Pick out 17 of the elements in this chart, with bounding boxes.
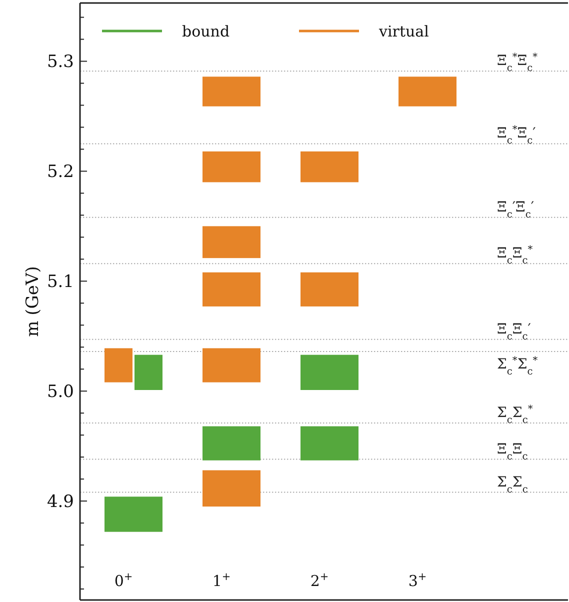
ref-line-label: Σ$_{c}$Σ$_{c}$ bbox=[497, 474, 528, 495]
x-tick-label: 1$^{+}$ bbox=[212, 571, 231, 590]
x-tick-label: 2$^{+}$ bbox=[310, 571, 329, 590]
y-axis-title: m (GeV) bbox=[23, 266, 43, 337]
x-tick-label: 0$^{+}$ bbox=[114, 571, 133, 590]
legend-label: virtual bbox=[378, 22, 430, 40]
ref-line-label: Ξ$_{c}$′Ξ$_{c}$′ bbox=[497, 199, 534, 220]
y-tick-label: 5.1 bbox=[46, 272, 74, 292]
legend-label: bound bbox=[182, 22, 230, 40]
ref-line-label: Ξ$_{c}$Ξ$_{c}$′ bbox=[497, 321, 531, 342]
ref-line-label: Ξ$_{c}$Ξ$_{c}$ bbox=[497, 441, 528, 462]
y-tick-label: 5.2 bbox=[46, 162, 74, 182]
y-tick-label: 5.3 bbox=[46, 52, 74, 72]
x-tick-label: 3$^{+}$ bbox=[408, 571, 427, 590]
y-tick-label: 4.9 bbox=[46, 492, 74, 512]
ref-line-label: Ξ$_{c}$$^{*}$Ξ$_{c}$′ bbox=[497, 124, 536, 146]
y-tick-label: 5.0 bbox=[46, 382, 74, 402]
